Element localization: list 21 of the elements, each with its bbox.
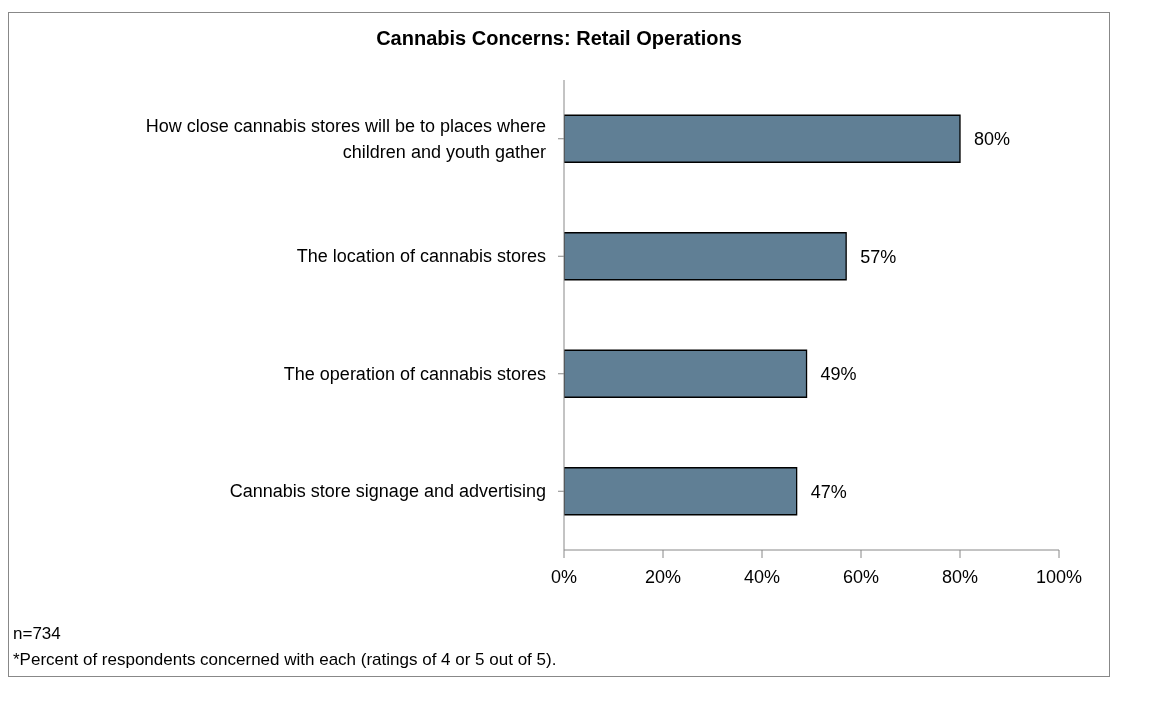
bar — [564, 114, 961, 163]
data-label: 57% — [860, 246, 897, 267]
y-tick-label: The operation of cannabis stores — [283, 363, 546, 384]
data-label: 49% — [820, 364, 857, 385]
bar — [564, 232, 847, 281]
data-label: 47% — [810, 481, 847, 502]
y-tick-label: Cannabis store signage and advertising — [229, 481, 546, 502]
y-tick-label: The location of cannabis stores — [296, 246, 546, 267]
y-tick-label: How close cannabis stores will be to places where children and youth gather — [145, 115, 546, 162]
x-tick-label: 0% — [550, 566, 578, 587]
text: n=734 — [13, 624, 62, 644]
x-tick-label: 100% — [1035, 566, 1083, 587]
x-tick-label: 60% — [842, 566, 880, 587]
bar — [564, 467, 798, 516]
data-label: 80% — [974, 129, 1011, 150]
bar — [564, 349, 808, 398]
x-tick-label: 20% — [644, 566, 682, 587]
x-tick-label: 40% — [743, 566, 781, 587]
text: *Percent of respondents concerned with each (ratings of 4 or 5 out of 5). — [13, 650, 558, 670]
chart-title: Cannabis Concerns: Retail Operations — [375, 27, 743, 50]
x-tick-label: 80% — [941, 566, 979, 587]
